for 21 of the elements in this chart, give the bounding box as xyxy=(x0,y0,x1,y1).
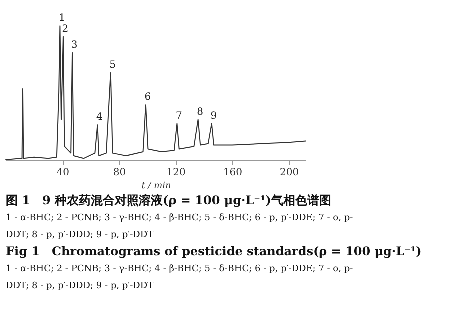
x-tick-label: 80 xyxy=(113,168,126,178)
annotation: 8 xyxy=(197,106,204,118)
annotation: 9 xyxy=(210,110,218,122)
x-tick-label: 40 xyxy=(56,168,70,178)
text: 图 1 9 种农药混合对照溶液(ρ = 100 μg·L⁻¹)气相色谱图 xyxy=(6,194,332,208)
annotation: 1 xyxy=(59,13,66,24)
annotation: 3 xyxy=(71,40,78,51)
x-tick-label: 200 xyxy=(280,168,300,178)
annotation: 6 xyxy=(144,92,152,104)
x-tick-label: 120 xyxy=(166,168,186,178)
annotation: 4 xyxy=(96,112,103,124)
annotation: 5 xyxy=(110,60,116,71)
caption: Fig 1 Chromatograms of pesticide standards(ρ = 100 μg·L⁻¹) xyxy=(6,244,422,258)
annotation: 2 xyxy=(62,24,69,35)
text: DDT; 8 - p, p′-DDD; 9 - p, p′-DDT xyxy=(6,282,154,292)
text: 1 - α-BHC; 2 - PCNB; 3 - γ-BHC; 4 - β-BHC; 5 - δ-BHC; 6 - p, p′-DDE; 7 - o, p- xyxy=(6,264,354,274)
x-axis-title: t / min xyxy=(142,182,172,192)
annotation: 7 xyxy=(176,110,182,122)
text: 1 - α-BHC; 2 - PCNB; 3 - γ-BHC; 4 - β-BHC; 5 - δ-BHC; 6 - p, p′-DDE; 7 - o, p- xyxy=(6,214,354,224)
x-tick-label: 160 xyxy=(223,168,242,178)
text: DDT; 8 - p, p′-DDD; 9 - p, p′-DDT xyxy=(6,230,154,240)
